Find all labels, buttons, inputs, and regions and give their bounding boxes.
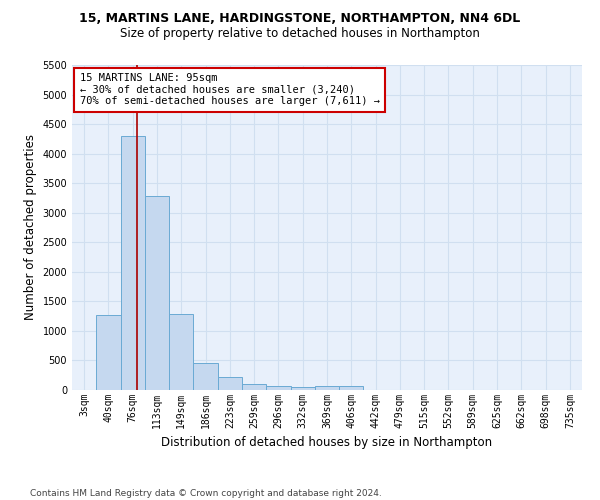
Y-axis label: Number of detached properties: Number of detached properties bbox=[24, 134, 37, 320]
Bar bbox=[315, 386, 339, 390]
Bar bbox=[145, 196, 169, 390]
Bar bbox=[169, 314, 193, 390]
Bar bbox=[193, 363, 218, 390]
Text: 15, MARTINS LANE, HARDINGSTONE, NORTHAMPTON, NN4 6DL: 15, MARTINS LANE, HARDINGSTONE, NORTHAMP… bbox=[79, 12, 521, 26]
Bar bbox=[96, 315, 121, 390]
Bar bbox=[339, 386, 364, 390]
Text: Size of property relative to detached houses in Northampton: Size of property relative to detached ho… bbox=[120, 28, 480, 40]
Text: Contains HM Land Registry data © Crown copyright and database right 2024.: Contains HM Land Registry data © Crown c… bbox=[30, 488, 382, 498]
Text: 15 MARTINS LANE: 95sqm
← 30% of detached houses are smaller (3,240)
70% of semi-: 15 MARTINS LANE: 95sqm ← 30% of detached… bbox=[80, 73, 380, 106]
X-axis label: Distribution of detached houses by size in Northampton: Distribution of detached houses by size … bbox=[161, 436, 493, 450]
Bar bbox=[290, 387, 315, 390]
Bar bbox=[218, 377, 242, 390]
Bar bbox=[266, 386, 290, 390]
Bar bbox=[242, 384, 266, 390]
Bar bbox=[121, 136, 145, 390]
